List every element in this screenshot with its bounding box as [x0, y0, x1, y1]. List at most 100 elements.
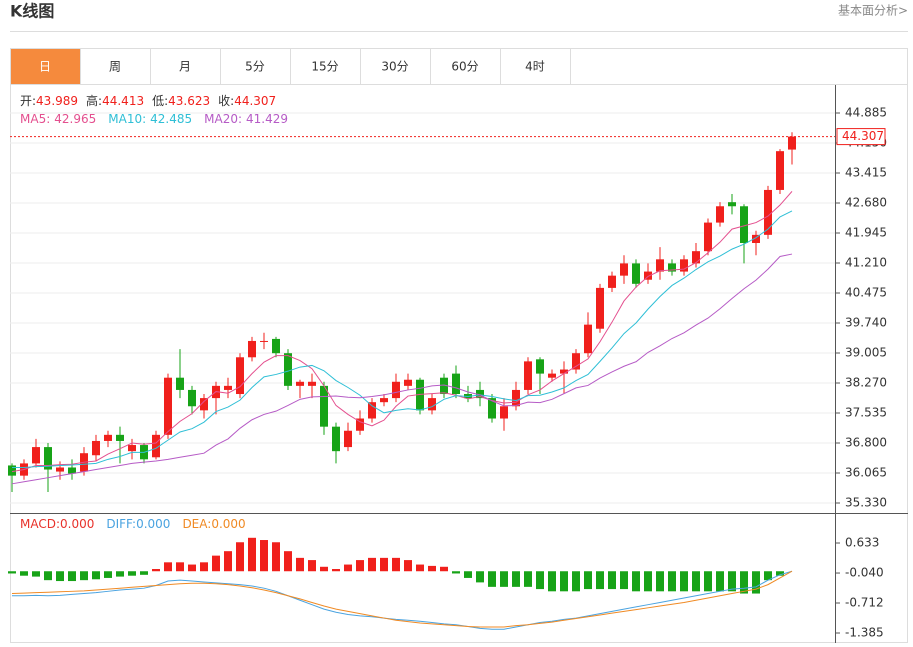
last-close-tag [836, 128, 886, 146]
candle-body [656, 259, 664, 272]
candle-body [380, 398, 388, 403]
macd-bar [656, 571, 664, 592]
tab-label[interactable]: 5分 [245, 60, 265, 74]
candle-body [92, 440, 100, 456]
macd-bar [608, 571, 616, 590]
candle-body [344, 430, 352, 448]
macd-line [12, 570, 793, 630]
legend-value: 41.429 [246, 112, 288, 126]
tab-label[interactable]: 月 [179, 60, 191, 74]
candle-body [524, 361, 532, 390]
macd-bar [128, 571, 136, 576]
candle-body [584, 324, 592, 354]
tab[interactable] [10, 48, 81, 85]
candle-body [128, 445, 136, 452]
candle-body [32, 447, 40, 464]
macd-bar [440, 566, 448, 572]
chart-frame [10, 48, 908, 643]
y-tick-label: 44.885 [845, 106, 887, 120]
candle-body [788, 136, 796, 150]
candle-body [320, 385, 328, 427]
macd-bar [332, 569, 340, 572]
candle-body [56, 467, 64, 472]
page-title: K线图 [10, 2, 54, 21]
candle-body [296, 381, 304, 386]
candle-body [260, 340, 268, 342]
candle-body [632, 263, 640, 284]
candle-body [608, 275, 616, 288]
ma-line [12, 210, 793, 468]
candle-body [428, 398, 436, 411]
macd-bar [476, 571, 484, 583]
macd-bar [116, 571, 124, 577]
candle-body [728, 202, 736, 207]
tab-label[interactable]: 4时 [525, 60, 545, 74]
candle-body [644, 271, 652, 280]
candle-body [548, 373, 556, 378]
candle-body [620, 263, 628, 276]
tab-label[interactable]: 15分 [311, 60, 338, 74]
tab[interactable] [220, 48, 291, 85]
candle-body [404, 379, 412, 386]
candle-body [680, 259, 688, 272]
macd-bar [80, 571, 88, 581]
candle-body [764, 189, 772, 235]
candle-body [152, 434, 160, 458]
candle-body [512, 389, 520, 407]
candle-body [416, 379, 424, 411]
macd-bar [272, 542, 280, 572]
macd-bar [728, 571, 736, 592]
macd-bar [548, 571, 556, 592]
candle-body [164, 377, 172, 435]
macd-bar [704, 571, 712, 592]
tab-label[interactable]: 60分 [451, 60, 478, 74]
macd-bar [644, 571, 652, 592]
fundamental-link[interactable]: 基本面分析> [838, 4, 908, 18]
macd-bar [584, 571, 592, 590]
legend-name: MACD: [20, 517, 60, 531]
macd-bar [632, 571, 640, 592]
y-tick-label: 39.740 [845, 316, 887, 330]
tab[interactable] [80, 48, 151, 85]
y-tick-label: 41.210 [845, 256, 887, 270]
macd-bar [716, 571, 724, 592]
tab-label[interactable]: 周 [109, 60, 121, 74]
candle-body [44, 447, 52, 470]
tab[interactable] [360, 48, 431, 85]
candle-body [284, 353, 292, 386]
candle-body [368, 402, 376, 419]
legend-value: 42.965 [54, 112, 96, 126]
candle-body [500, 406, 508, 419]
ma-line [11, 191, 793, 473]
ohlc-value: 44.307 [234, 94, 276, 108]
ohlc-label: 低: [152, 94, 168, 108]
candle-body [356, 418, 364, 431]
macd-bar [164, 562, 172, 572]
macd-bar [752, 571, 760, 594]
macd-bar [200, 562, 208, 572]
macd-bar [416, 564, 424, 572]
macd-bar [428, 565, 436, 572]
candle-body [224, 385, 232, 390]
tab-label[interactable]: 日 [39, 60, 51, 74]
candle-body [248, 340, 256, 358]
macd-bar [452, 571, 460, 574]
legend-name: MA5: [20, 112, 50, 126]
legend-name: DIFF: [106, 517, 136, 531]
tab-label[interactable]: 30分 [381, 60, 408, 74]
macd-legend: MACD:0.000 DIFF:0.000 DEA:0.000 [20, 517, 246, 531]
ma-line [11, 253, 793, 485]
legend-value: 0.000 [136, 517, 170, 531]
macd-bar [104, 571, 112, 578]
last-close-label: 44.307 [842, 129, 884, 143]
ohlc-label: 高: [86, 93, 102, 108]
candle-body [104, 434, 112, 441]
ohlc-value: 43.989 [36, 94, 78, 108]
tab[interactable] [150, 48, 221, 85]
macd-bar [68, 571, 76, 582]
tab[interactable] [500, 48, 571, 85]
macd-bar [536, 571, 544, 590]
legend-name: MA10: [108, 112, 146, 126]
ohlc-info: 开:43.989 高:44.413 低:43.623 收:44.307 [20, 93, 276, 108]
